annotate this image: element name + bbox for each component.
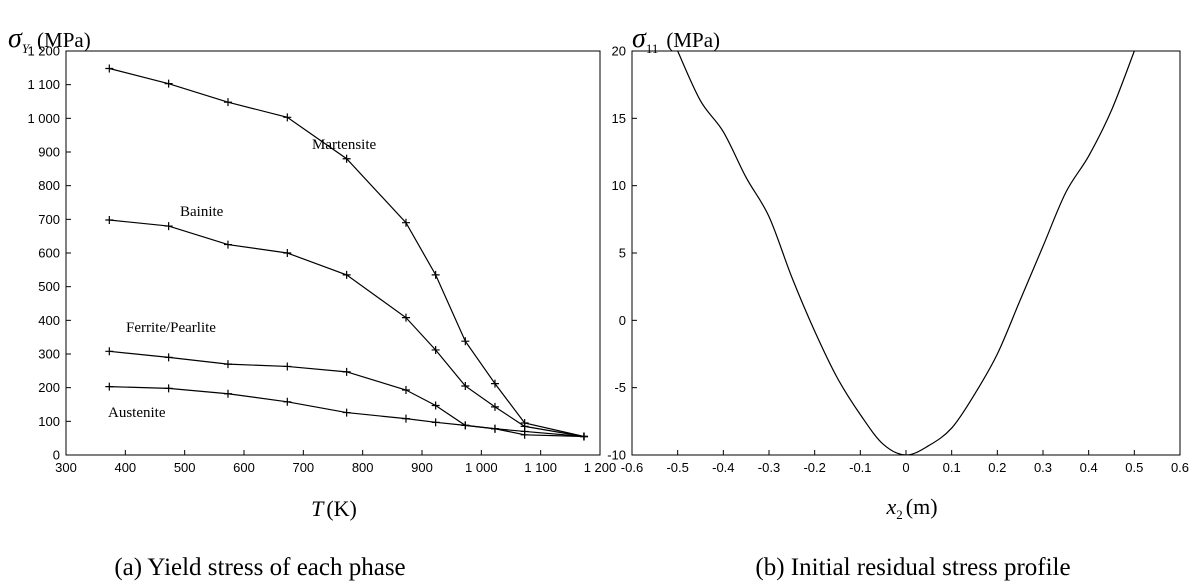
data-point-marker xyxy=(342,270,351,279)
data-point-marker xyxy=(401,313,410,322)
data-point-marker xyxy=(223,360,232,369)
y-tick-label: 500 xyxy=(38,279,60,294)
data-point-marker xyxy=(401,414,410,423)
data-point-marker xyxy=(164,79,173,88)
data-point-marker xyxy=(164,353,173,362)
y-tick-label: -5 xyxy=(614,380,626,395)
x-tick-label: 400 xyxy=(114,460,136,475)
y-tick-label: 400 xyxy=(38,313,60,328)
panel-yield-stress: 300 400 500 600 700 800 900 1 000 1 100 1 200 0 10… xyxy=(8,23,616,581)
x-tick-label: 500 xyxy=(174,460,196,475)
y-axis-title-b: σ11 (MPa) xyxy=(632,23,720,56)
data-point-marker xyxy=(283,249,292,257)
y-tick-label: 0 xyxy=(619,313,626,328)
series-label-martensite: Martensite xyxy=(312,137,376,153)
data-point-marker xyxy=(431,270,440,279)
series-line-ferrite-pearlite xyxy=(109,350,585,438)
y-tick-label: 700 xyxy=(38,212,60,227)
x-tick-label: -0.5 xyxy=(666,460,688,475)
y-tick-label: 5 xyxy=(619,246,626,261)
x-tick-label: 1 000 xyxy=(465,460,498,475)
data-point-marker xyxy=(490,402,499,411)
series-line-martensite xyxy=(109,67,585,438)
data-point-marker xyxy=(490,379,499,388)
data-point-marker xyxy=(431,401,440,410)
data-point-marker xyxy=(490,424,499,433)
data-point-marker xyxy=(401,218,410,227)
y-tick-label: 100 xyxy=(38,414,60,429)
y-tick-label: 20 xyxy=(612,44,626,59)
data-point-marker xyxy=(579,432,588,441)
panel-residual-stress: -0.6 -0.5 -0.4 -0.3 -0.2 -0.1 0 0.1 0.2 0.3 0.4 0.5… xyxy=(607,23,1189,581)
y-tick-label: 800 xyxy=(38,178,60,193)
x-tick-label: 0.5 xyxy=(1125,460,1143,475)
y-axis-title-a: σY (MPa) xyxy=(8,23,91,56)
y-tick-label: 900 xyxy=(38,145,60,160)
series-label-ferrite-pearlite: Ferrite/Pearlite xyxy=(126,320,216,336)
x-tick-label: 700 xyxy=(292,460,314,475)
series-label-austenite: Austenite xyxy=(108,405,166,421)
data-point-marker xyxy=(105,347,114,356)
y-tick-label: 1 200 xyxy=(27,44,60,59)
caption-b: (b) Initial residual stress profile xyxy=(755,554,1070,581)
data-point-marker xyxy=(431,345,440,354)
y-tick-label: 1 000 xyxy=(27,111,60,126)
x-tick-label: 0 xyxy=(902,460,909,475)
x-tick-label: 0.2 xyxy=(988,460,1006,475)
x-tick-label: 1 100 xyxy=(524,460,557,475)
x-axis-title-a: T (K) xyxy=(311,496,357,521)
x-tick-label: -0.4 xyxy=(712,460,734,475)
x-tick-label: 1 200 xyxy=(584,460,617,475)
data-point-marker xyxy=(283,362,292,371)
data-point-marker xyxy=(461,421,470,430)
x-tick-label: 600 xyxy=(233,460,255,475)
y-tick-label: 600 xyxy=(38,246,60,261)
series-label-bainite: Bainite xyxy=(180,204,224,220)
y-tick-label: 10 xyxy=(612,178,626,193)
data-point-marker xyxy=(105,64,114,73)
x-tick-label: 0.1 xyxy=(943,460,961,475)
y-tick-label: 15 xyxy=(612,111,626,126)
x-tick-label: 0.6 xyxy=(1171,460,1189,475)
data-point-marker xyxy=(342,367,351,376)
series-line-curve xyxy=(677,51,1135,455)
y-tick-label: 200 xyxy=(38,380,60,395)
data-point-marker xyxy=(105,382,114,391)
x-tick-label: 0.3 xyxy=(1034,460,1052,475)
data-point-marker xyxy=(520,430,529,439)
data-point-marker xyxy=(461,337,470,346)
y-tick-label: 300 xyxy=(38,347,60,362)
data-point-marker xyxy=(342,408,351,417)
y-tick-label: -10 xyxy=(607,448,626,463)
y-tick-label: 1 100 xyxy=(27,77,60,92)
data-point-marker xyxy=(461,381,470,390)
x-tick-label: -0.6 xyxy=(621,460,643,475)
y-tick-label: 0 xyxy=(53,448,60,463)
data-point-marker xyxy=(431,418,440,427)
data-point-marker xyxy=(223,98,232,107)
data-point-marker xyxy=(105,216,114,225)
data-point-marker xyxy=(223,240,232,249)
x-axis-title-b: x2 (m) xyxy=(885,494,937,522)
data-point-marker xyxy=(401,386,410,395)
data-point-marker xyxy=(164,384,173,393)
x-tick-label: -0.2 xyxy=(803,460,825,475)
x-tick-label: 800 xyxy=(352,460,374,475)
data-point-marker xyxy=(164,222,173,231)
x-tick-label: 300 xyxy=(55,460,77,475)
data-point-marker xyxy=(283,113,292,122)
x-tick-label: 900 xyxy=(411,460,433,475)
plot-frame-a xyxy=(65,50,601,456)
x-tick-label: 0.4 xyxy=(1080,460,1098,475)
x-tick-label: -0.1 xyxy=(849,460,871,475)
data-point-marker xyxy=(283,397,292,406)
data-point-marker xyxy=(223,389,232,398)
caption-a: (a) Yield stress of each phase xyxy=(114,554,405,581)
x-tick-label: -0.3 xyxy=(758,460,780,475)
plot-frame-b xyxy=(631,50,1181,456)
data-point-marker xyxy=(342,154,351,163)
